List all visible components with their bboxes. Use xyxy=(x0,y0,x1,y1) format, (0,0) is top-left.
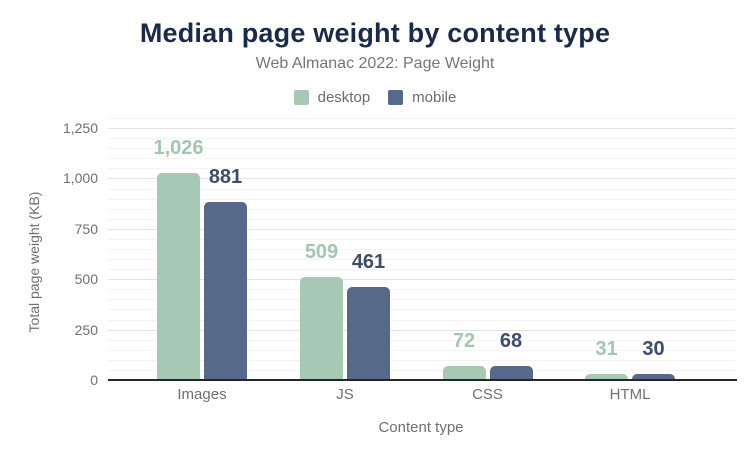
minor-gridline xyxy=(108,359,735,361)
legend-swatch-desktop xyxy=(293,89,309,105)
minor-gridline xyxy=(108,208,735,210)
legend-label-desktop: desktop xyxy=(317,88,371,106)
minor-gridline xyxy=(108,198,735,200)
minor-gridline xyxy=(108,319,735,321)
legend-swatch-mobile xyxy=(388,89,404,105)
bar-desktop-css xyxy=(442,365,486,380)
y-tick-label: 1,000 xyxy=(62,170,98,187)
y-tick-label: 0 xyxy=(90,372,98,388)
bar-mobile-html xyxy=(632,374,675,380)
minor-gridline xyxy=(108,238,735,240)
chart-title: Median page weight by content type xyxy=(139,18,611,48)
category-label-css: CSS xyxy=(472,386,503,403)
bar-desktop-html xyxy=(585,373,628,380)
value-label-mobile-html: 30 xyxy=(642,338,665,360)
minor-gridline xyxy=(108,138,735,140)
category-label-html: HTML xyxy=(609,386,651,403)
major-gridline xyxy=(108,128,735,129)
minor-gridline xyxy=(108,218,735,220)
value-label-desktop-images: 1,026 xyxy=(153,137,204,160)
bar-mobile-js xyxy=(347,287,390,380)
major-gridline xyxy=(108,279,735,281)
minor-gridline xyxy=(108,289,735,291)
major-gridline xyxy=(108,228,735,230)
bar-desktop-images xyxy=(157,173,200,380)
bar-mobile-images xyxy=(204,202,247,380)
bar-mobile-css xyxy=(489,366,533,380)
legend-label-mobile: mobile xyxy=(412,88,457,106)
minor-gridline xyxy=(108,168,735,170)
minor-gridline xyxy=(108,188,735,190)
y-tick-label: 250 xyxy=(74,321,98,338)
major-gridline xyxy=(108,178,735,180)
category-label-js: JS xyxy=(336,386,354,403)
minor-gridline xyxy=(108,148,735,150)
x-axis-baseline xyxy=(108,379,737,381)
value-label-mobile-images: 881 xyxy=(208,166,243,189)
minor-gridline xyxy=(108,259,735,260)
legend: desktop mobile xyxy=(0,88,750,106)
minor-gridline xyxy=(108,309,735,311)
legend-item-mobile: mobile xyxy=(388,89,456,106)
minor-gridline xyxy=(108,369,735,371)
minor-gridline xyxy=(108,349,735,351)
minor-gridline xyxy=(108,249,735,250)
y-tick-label: 750 xyxy=(74,220,98,237)
value-label-mobile-js: 461 xyxy=(351,251,386,274)
minor-gridline xyxy=(108,117,735,119)
y-tick-label: 1,250 xyxy=(62,120,98,136)
x-axis-title: Content type xyxy=(378,419,464,436)
value-label-desktop-js: 509 xyxy=(304,241,339,264)
value-label-desktop-html: 31 xyxy=(595,337,618,360)
legend-item-desktop: desktop xyxy=(293,88,371,106)
chart-subtitle: Web Almanac 2022: Page Weight xyxy=(255,55,495,72)
y-tick-label: 500 xyxy=(74,271,98,288)
bar-desktop-js xyxy=(300,277,343,380)
major-gridline xyxy=(108,329,735,331)
category-label-images: Images xyxy=(177,386,227,403)
minor-gridline xyxy=(108,269,735,271)
value-label-desktop-css: 72 xyxy=(452,329,476,352)
value-label-mobile-css: 68 xyxy=(499,330,523,353)
minor-gridline xyxy=(108,339,735,341)
minor-gridline xyxy=(108,299,735,301)
minor-gridline xyxy=(108,158,735,160)
